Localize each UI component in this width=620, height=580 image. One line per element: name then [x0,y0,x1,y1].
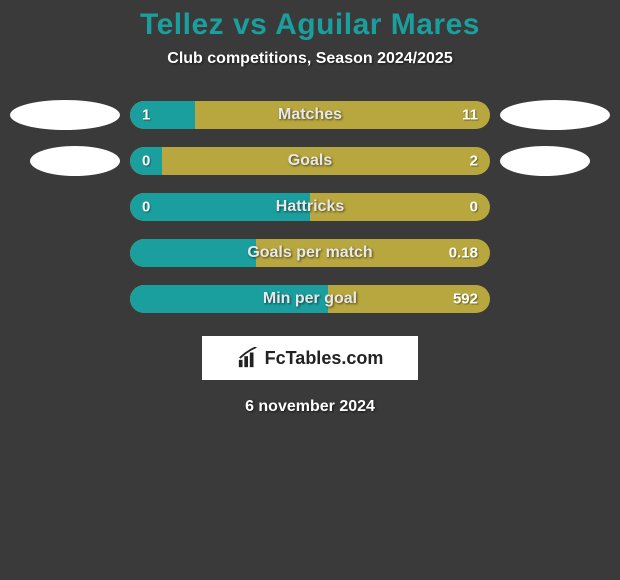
value-left: 1 [142,107,150,124]
value-right: 592 [453,291,478,308]
logo-box: FcTables.com [202,336,418,380]
bar-track: 0 Goals 2 [130,147,490,175]
value-left: 0 [142,153,150,170]
comparison-widget: Tellez vs Aguilar Mares Club competition… [0,0,620,416]
date-text: 6 november 2024 [0,398,620,416]
player-oval-left [30,146,120,176]
value-right: 0.18 [449,245,478,262]
comparison-chart: 1 Matches 11 0 Goals 2 0 Hattricks 0 Goals per ma… [0,92,620,322]
metric-label: Goals per match [247,244,372,262]
chart-row: 0 Goals 2 [10,138,610,184]
bar-track: 0 Hattricks 0 [130,193,490,221]
player-oval-right [500,100,610,130]
value-right: 0 [470,199,478,216]
player-oval-right [500,146,590,176]
bar-track: 1 Matches 11 [130,101,490,129]
player-oval-left [10,100,120,130]
chart-row: Goals per match 0.18 [10,230,610,276]
value-right: 2 [470,153,478,170]
bar-fill-left [130,101,195,129]
logo-text: FcTables.com [265,348,384,369]
chart-row: Min per goal 592 [10,276,610,322]
chart-row: 1 Matches 11 [10,92,610,138]
bar-track: Goals per match 0.18 [130,239,490,267]
value-right: 11 [462,107,478,124]
metric-label: Goals [288,152,332,170]
metric-label: Hattricks [276,198,344,216]
bar-fill-left [130,239,256,267]
chart-row: 0 Hattricks 0 [10,184,610,230]
subtitle: Club competitions, Season 2024/2025 [0,50,620,68]
value-left: 0 [142,199,150,216]
page-title: Tellez vs Aguilar Mares [0,8,620,42]
chart-icon [237,347,259,369]
metric-label: Min per goal [263,290,357,308]
bar-track: Min per goal 592 [130,285,490,313]
metric-label: Matches [278,106,342,124]
